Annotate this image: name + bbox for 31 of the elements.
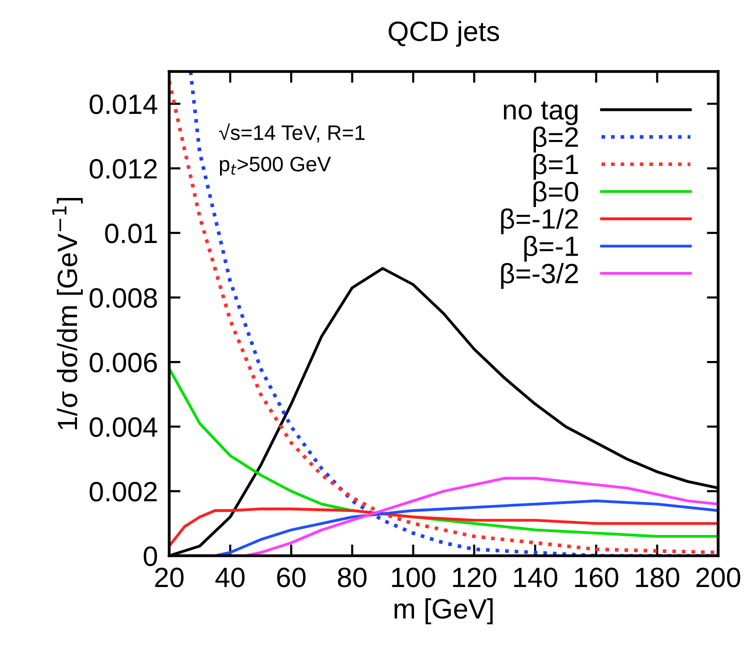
x-axis-title: m [GeV] (394, 598, 493, 624)
x-tick-label: 200 (696, 568, 740, 588)
legend-label: no tag (504, 101, 578, 126)
x-tick-label: 80 (338, 568, 367, 588)
y-tick-label: 0.012 (90, 159, 157, 179)
x-tick-label: 20 (155, 568, 184, 588)
legend-label: β=0 (534, 181, 578, 208)
legend-label: β=-3/2 (501, 262, 578, 289)
x-tick-label: 100 (392, 568, 436, 588)
x-tick-label: 160 (575, 568, 618, 588)
y-tick-label: 0 (144, 546, 158, 566)
x-tick-label: 140 (514, 568, 558, 588)
y-tick-label: 0.002 (90, 482, 157, 502)
annotation: √s=14 TeV, R=1 (219, 123, 365, 143)
x-tick-label: 60 (277, 568, 306, 588)
y-axis-title: 1/σ dσ/dm [GeV$^{−1}$] (52, 198, 83, 430)
annotation: p$_{t}$>500 GeV (220, 156, 331, 176)
chart-title: QCD jets (388, 20, 500, 47)
y-tick-label: 0.008 (90, 288, 157, 308)
x-tick-label: 120 (453, 568, 496, 588)
legend-label: β=-1 (524, 236, 578, 262)
x-tick-label: 40 (215, 568, 245, 588)
y-tick-label: 0.006 (90, 352, 157, 372)
line-series (169, 508, 718, 548)
legend-label: β=-1/2 (501, 208, 578, 234)
legend-label: β=2 (534, 126, 578, 152)
x-tick-label: 180 (636, 568, 680, 588)
y-tick-label: 0.014 (90, 94, 158, 114)
y-tick-label: 0.01 (105, 224, 157, 244)
y-tick-label: 0.004 (90, 417, 158, 437)
legend-label: β=1 (534, 154, 578, 180)
